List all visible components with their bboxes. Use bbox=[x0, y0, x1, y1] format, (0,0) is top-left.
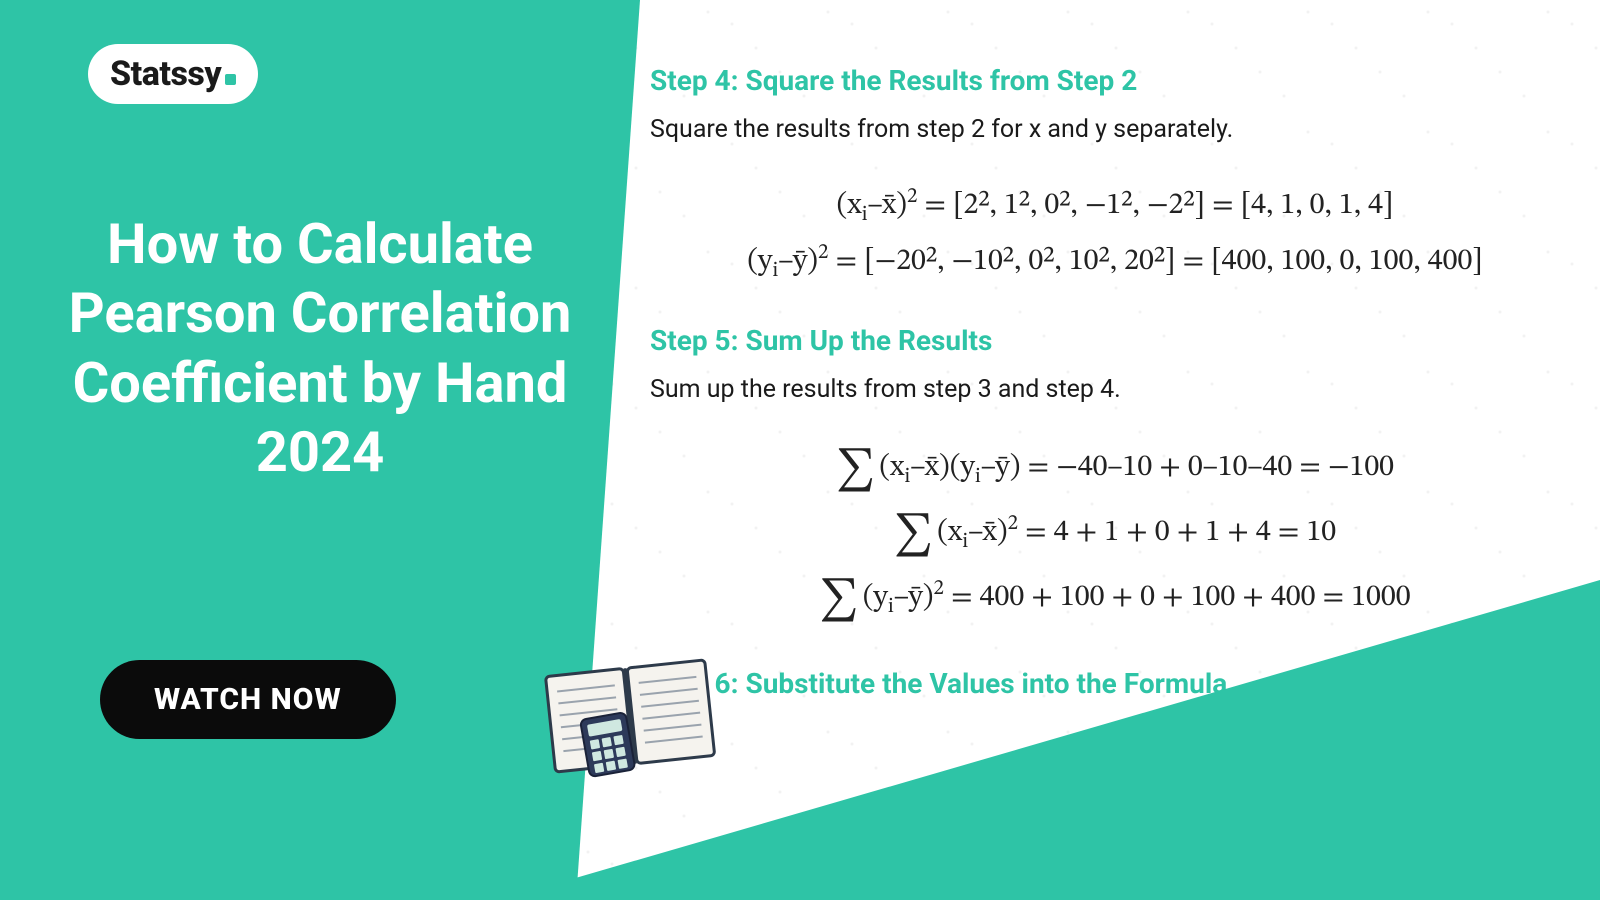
eq-s5-2-rhs: 4 + 1 + 0 + 1 + 4 = 10 bbox=[1054, 518, 1336, 548]
step-6-title: Step 6: Substitute the Values into the F… bbox=[650, 667, 1580, 700]
eq-s4-2: (yi–ȳ)2 = [−20², −10², 0², 10², 20²] = [… bbox=[650, 240, 1580, 284]
eq-s5-3: ∑(yi–ȳ)2 = 400 + 100 + 0 + 100 + 400 = 1… bbox=[650, 574, 1580, 627]
step-5-equations: ∑(xi–x̄)(yi–ȳ) = −40–10 + 0–10–40 = −100… bbox=[650, 444, 1580, 627]
eq-s5-3-rhs: 400 + 100 + 0 + 100 + 400 = 1000 bbox=[980, 583, 1411, 613]
eq-s4-1-rhs: [2², 1², 0², −1², −2²] = [4, 1, 0, 1, 4] bbox=[953, 191, 1393, 221]
eq-s5-1-rhs: −40–10 + 0–10–40 = −100 bbox=[1056, 453, 1394, 483]
watch-now-button[interactable]: WATCH NOW bbox=[100, 660, 396, 739]
step-4: Step 4: Square the Results from Step 2 S… bbox=[650, 64, 1580, 284]
notebook-calculator-icon bbox=[540, 650, 720, 780]
headline: How to Calculate Pearson Correlation Coe… bbox=[40, 210, 600, 488]
watch-now-label: WATCH NOW bbox=[154, 682, 342, 717]
eq-s4-1: (xi–x̄)2 = [2², 1², 0², −1², −2²] = [4, … bbox=[650, 184, 1580, 228]
step-5-body: Sum up the results from step 3 and step … bbox=[650, 375, 1580, 404]
step-4-title: Step 4: Square the Results from Step 2 bbox=[650, 64, 1580, 97]
step-5: Step 5: Sum Up the Results Sum up the re… bbox=[650, 324, 1580, 627]
eq-s5-2: ∑(xi–x̄)2 = 4 + 1 + 0 + 1 + 4 = 10 bbox=[650, 509, 1580, 562]
logo-text: Statssy bbox=[110, 54, 221, 94]
eq-s5-1: ∑(xi–x̄)(yi–ȳ) = −40–10 + 0–10–40 = −100 bbox=[650, 444, 1580, 497]
content-panel: Step 4: Square the Results from Step 2 S… bbox=[650, 64, 1580, 718]
logo-dot-icon bbox=[225, 74, 236, 85]
logo-pill: Statssy bbox=[88, 44, 258, 104]
step-6: Step 6: Substitute the Values into the F… bbox=[650, 667, 1580, 700]
step-4-body: Square the results from step 2 for x and… bbox=[650, 115, 1580, 144]
step-5-title: Step 5: Sum Up the Results bbox=[650, 324, 1580, 357]
step-4-equations: (xi–x̄)2 = [2², 1², 0², −1², −2²] = [4, … bbox=[650, 184, 1580, 284]
eq-s4-2-rhs: [−20², −10², 0², 10², 20²] = [400, 100, … bbox=[864, 247, 1483, 277]
thumbnail-stage: Statssy How to Calculate Pearson Correla… bbox=[0, 0, 1600, 900]
